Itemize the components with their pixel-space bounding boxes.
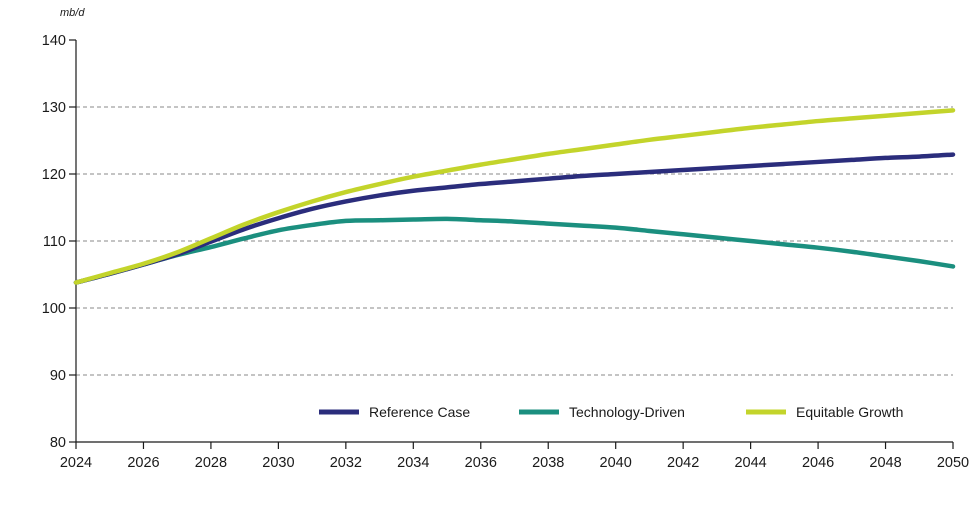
x-tick-label-2050: 2050 [937,455,969,471]
series-lines [73,108,956,285]
x-tick-label-2038: 2038 [532,455,564,471]
series-line-reference-case [73,152,956,285]
grid-lines [76,106,953,376]
y-tick-label-140: 140 [42,33,66,49]
series-line-technology-driven [73,216,956,285]
x-tick-label-2044: 2044 [734,455,766,471]
legend-label-technology-driven: Technology-Driven [569,404,685,420]
x-tick-label-2032: 2032 [330,455,362,471]
x-tick-label-2046: 2046 [802,455,834,471]
x-tick-label-2028: 2028 [195,455,227,471]
x-tick-label-2026: 2026 [127,455,159,471]
series-line-equitable-growth [73,108,956,285]
legend-label-reference-case: Reference Case [369,404,470,420]
legend-label-equitable-growth: Equitable Growth [796,404,903,420]
y-tick-label-90: 90 [50,368,66,384]
x-tick-label-2030: 2030 [262,455,294,471]
y-tick-label-130: 130 [42,100,66,116]
x-tick-label-2048: 2048 [869,455,901,471]
legend: Reference Case Technology-Driven Equitable… [319,404,903,420]
y-tick-label-110: 110 [43,234,66,250]
y-unit-label: mb/d [60,7,85,19]
y-tick-label-80: 80 [50,435,66,451]
x-tick-label-2042: 2042 [667,455,699,471]
x-tick-label-2036: 2036 [465,455,497,471]
axes: 80 90 100 110 120 130 140 2024 2026 2028 2030 2032 2… [42,33,969,471]
y-tick-label-100: 100 [42,301,66,317]
y-tick-label-120: 120 [42,167,66,183]
x-tick-label-2034: 2034 [397,455,429,471]
x-tick-label-2024: 2024 [60,455,92,471]
x-tick-label-2040: 2040 [600,455,632,471]
